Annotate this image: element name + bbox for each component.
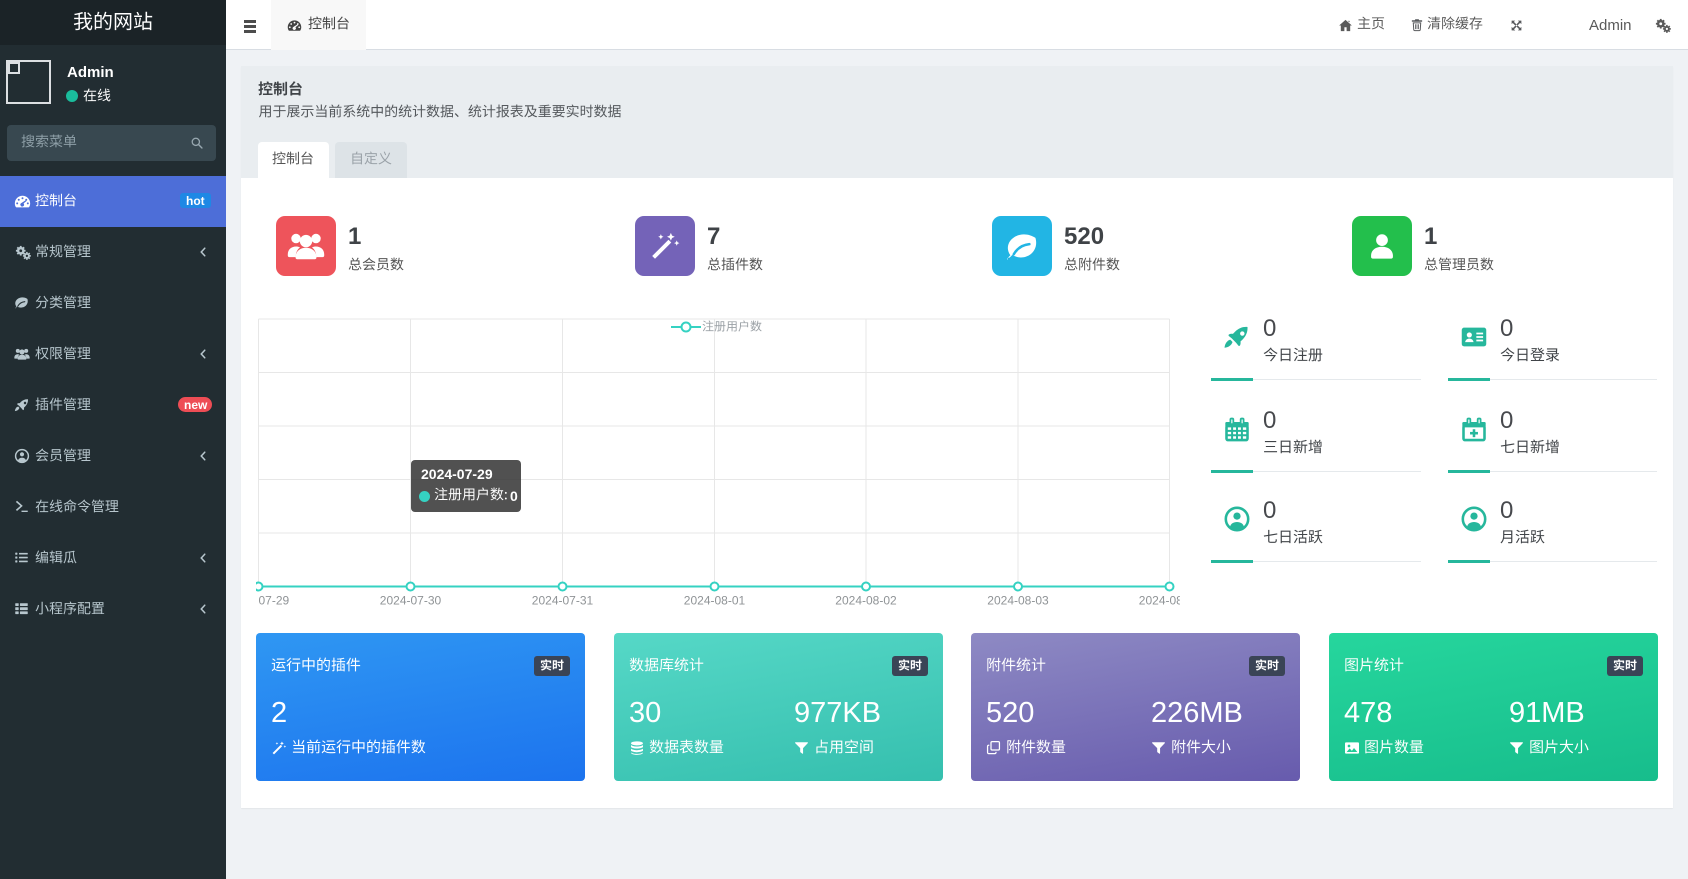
svg-text:2024-08-04: 2024-08-04 [1139,594,1180,608]
svg-text:07-29: 07-29 [259,594,290,608]
svg-text:2024-07-31: 2024-07-31 [532,594,594,608]
svg-text:2024-08-03: 2024-08-03 [987,594,1049,608]
svg-text:2024-08-02: 2024-08-02 [835,594,897,608]
svg-text:2024-08-01: 2024-08-01 [684,594,746,608]
svg-text:2024-07-30: 2024-07-30 [380,594,442,608]
